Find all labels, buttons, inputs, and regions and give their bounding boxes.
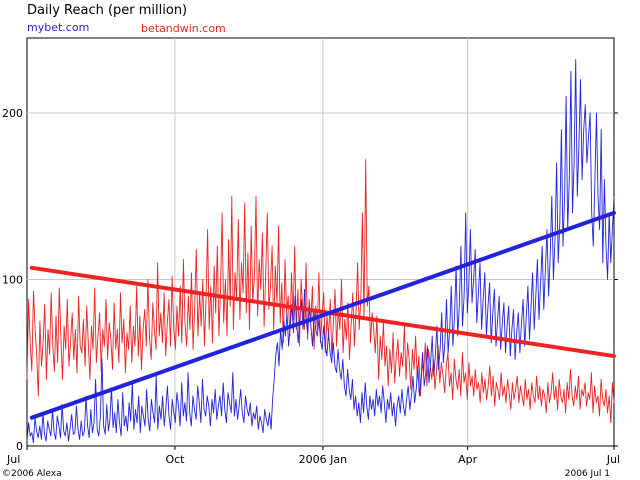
grid [27, 38, 614, 446]
x-tick-label: Apr [458, 453, 478, 466]
trend-layer [29, 210, 616, 420]
x-axis: Jul Oct 2006 Jan Apr Jul [6, 446, 620, 466]
trend-line-betandwin [29, 265, 616, 359]
plot-area [26, 37, 615, 447]
x-tick-label: Jul [606, 453, 620, 466]
chart-title: Daily Reach (per million) [27, 3, 187, 18]
legend-entry-betandwin: betandwin.com [141, 22, 226, 35]
y-tick-label: 100 [2, 273, 23, 286]
date-label: 2006 Jul 1 [565, 469, 610, 479]
legend-entry-mybet: mybet.com [27, 21, 89, 34]
y-tick-label: 0 [16, 440, 23, 453]
copyright-label: ©2006 Alexa [2, 469, 62, 479]
x-tick-label: Oct [165, 453, 185, 466]
y-tick-label: 200 [2, 107, 23, 120]
series-line-betandwin [26, 159, 615, 424]
y-axis: 0 100 200 [2, 107, 618, 453]
trend-line-mybet [29, 210, 616, 420]
x-tick-label: Jul [6, 453, 20, 466]
x-tick-label: 2006 Jan [299, 453, 347, 466]
